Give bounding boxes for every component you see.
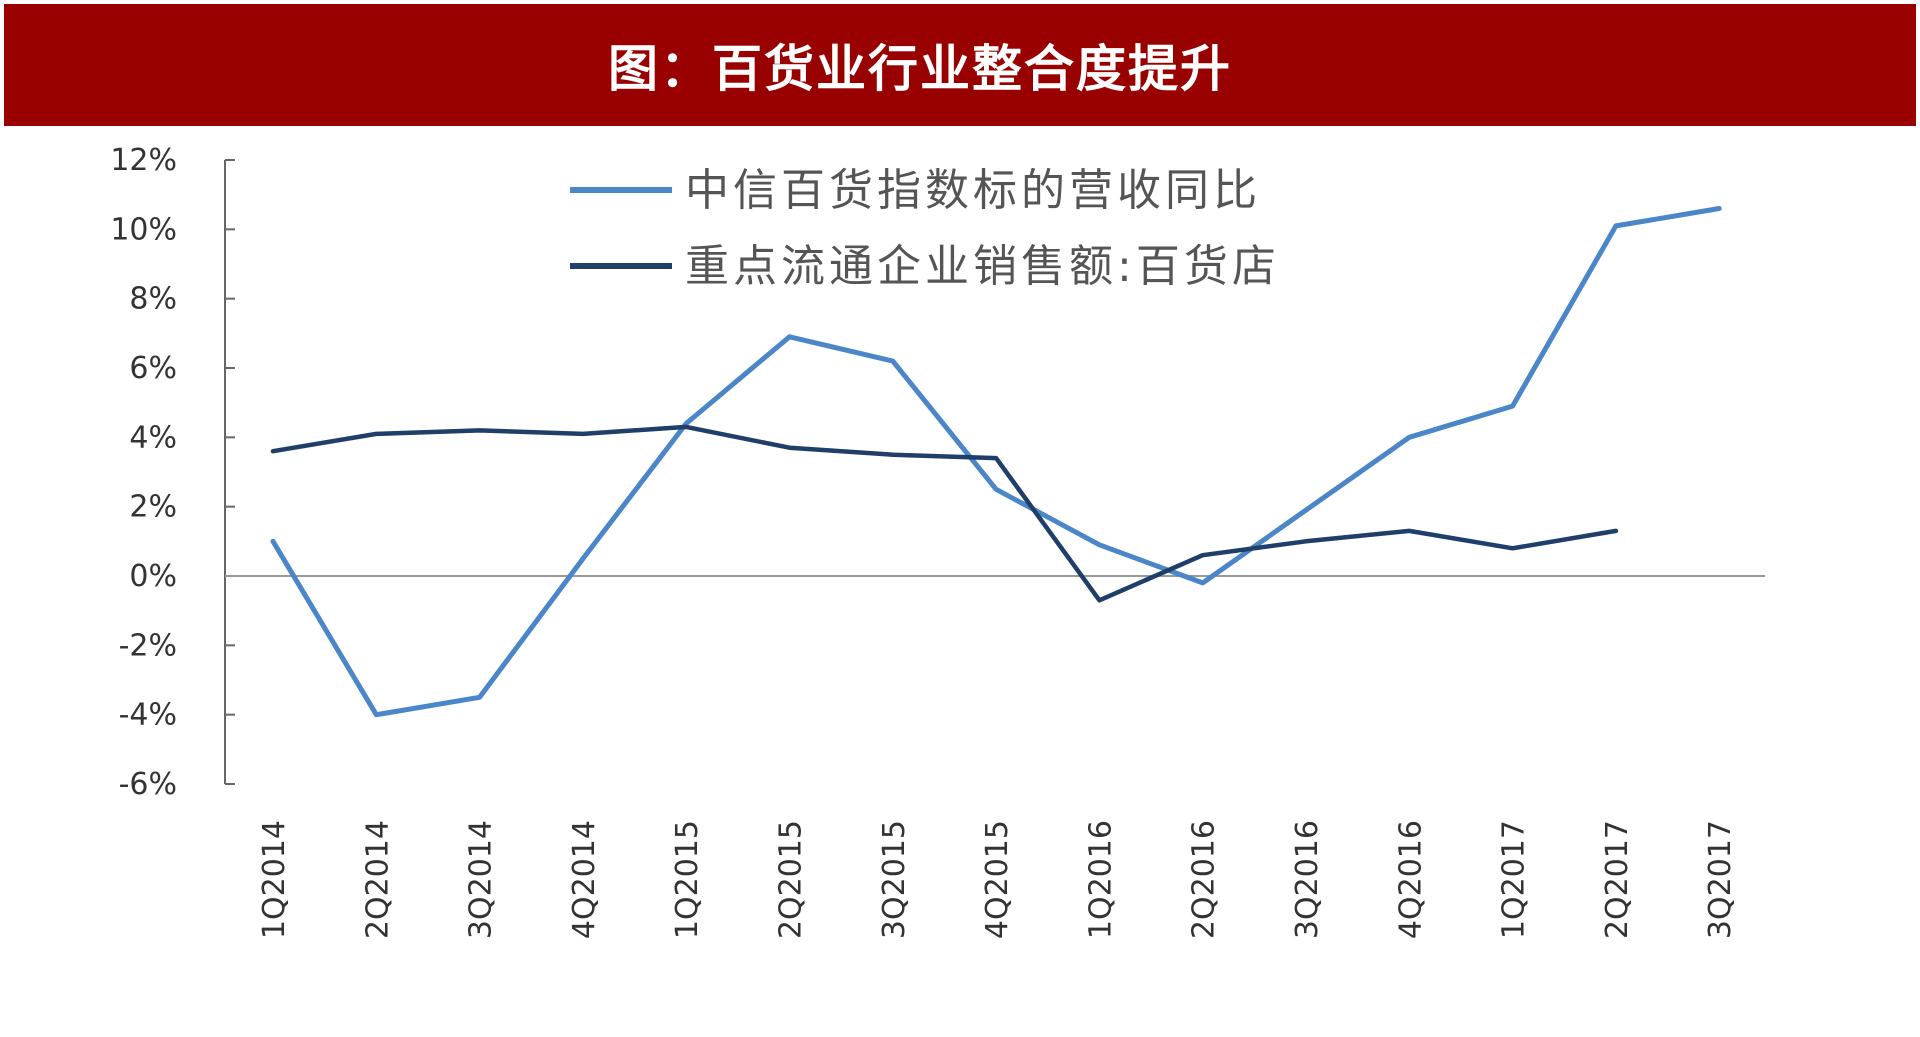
x-tick-label: 2Q2017 <box>1600 820 1635 939</box>
x-tick-label: 3Q2014 <box>464 820 499 939</box>
y-tick-label: -2% <box>119 628 177 663</box>
y-tick-label: 4% <box>129 420 177 455</box>
x-tick-label: 1Q2016 <box>1083 820 1118 939</box>
y-tick-label: 8% <box>129 282 177 317</box>
chart-area: 12% 10% 8% 6% 4% 2% 0% -2% -4% -6% 1Q2014 2Q2014 3Q2… <box>0 126 1920 1033</box>
x-tick-label: 1Q2014 <box>257 820 292 939</box>
x-tick-label: 2Q2014 <box>360 820 395 939</box>
series-line-2 <box>273 427 1616 600</box>
chart-title-banner: 图：百货业行业整合度提升 <box>4 4 1916 126</box>
x-tick-label: 2Q2015 <box>774 820 809 939</box>
legend-label-2: 重点流通企业销售额:百货店 <box>685 241 1280 292</box>
x-tick-label: 4Q2015 <box>980 820 1015 939</box>
chart-title: 图：百货业行业整合度提升 <box>608 29 1232 101</box>
y-tick-label: 10% <box>110 212 177 247</box>
line-chart: 12% 10% 8% 6% 4% 2% 0% -2% -4% -6% 1Q2014 2Q2014 3Q2… <box>0 126 1920 1033</box>
x-tick-label: 1Q2017 <box>1497 820 1532 939</box>
legend-label-1: 中信百货指数标的营收同比 <box>685 165 1261 216</box>
x-tick-label: 4Q2014 <box>567 820 602 939</box>
y-tick-label: -6% <box>119 767 177 802</box>
y-tick-label: 12% <box>110 143 177 178</box>
x-tick-label: 3Q2016 <box>1290 820 1325 939</box>
x-tick-label: 2Q2016 <box>1187 820 1222 939</box>
x-tick-label: 4Q2016 <box>1393 820 1428 939</box>
y-tick-label: 0% <box>129 559 177 594</box>
y-tick-label: 6% <box>129 351 177 386</box>
y-tick-label: 2% <box>129 490 177 525</box>
x-tick-label: 3Q2017 <box>1703 820 1738 939</box>
y-tick-label: -4% <box>119 698 177 733</box>
x-tick-label: 3Q2015 <box>877 820 912 939</box>
x-tick-label: 1Q2015 <box>670 820 705 939</box>
